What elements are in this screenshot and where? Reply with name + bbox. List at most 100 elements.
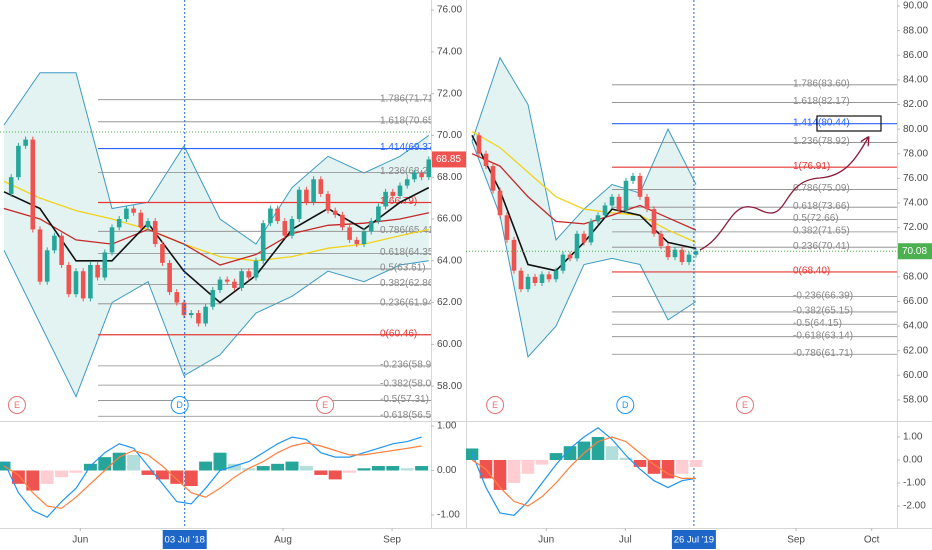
y-tick-label: 0.00 xyxy=(903,455,923,466)
y-tick-label: 84.00 xyxy=(903,75,928,86)
y-tick-label: -2.00 xyxy=(903,501,926,512)
candle xyxy=(518,270,524,290)
histogram-bar xyxy=(26,470,40,491)
y-tick-label: 0.00 xyxy=(437,465,457,476)
candle xyxy=(581,233,587,243)
fib-label: 1.414(69.37) xyxy=(380,142,437,153)
y-tick-label: 68.00 xyxy=(903,271,928,282)
candle xyxy=(672,249,678,258)
histogram-bar xyxy=(675,459,689,474)
candle xyxy=(623,180,629,211)
candle xyxy=(539,274,545,283)
highlight-box xyxy=(816,115,882,132)
candle xyxy=(239,271,244,288)
fib-label: -0.5(57.31) xyxy=(380,394,429,405)
candle xyxy=(588,221,594,243)
fib-label: 0.786(75.09) xyxy=(793,183,850,194)
histogram-bar xyxy=(535,459,549,465)
candle xyxy=(232,281,237,288)
crosshair-label: 26 Jul '19 xyxy=(674,535,714,546)
candle xyxy=(325,193,331,211)
candle xyxy=(390,191,396,196)
candle xyxy=(332,210,338,215)
y-tick-label: 76.00 xyxy=(437,5,462,16)
candle xyxy=(289,218,295,236)
candle xyxy=(138,212,144,228)
y-tick-label: 74.00 xyxy=(903,198,928,209)
histogram-bar xyxy=(271,463,285,471)
fib-label: 0.5(63.61) xyxy=(380,263,426,274)
event-marker xyxy=(316,396,335,414)
candle xyxy=(595,215,601,222)
fib-label: -0.618(56.56) xyxy=(380,410,440,421)
histogram-bar xyxy=(170,470,184,484)
event-label: E xyxy=(14,400,20,410)
y-tick-label: 60.00 xyxy=(437,339,462,350)
fib-label: -0.236(66.39) xyxy=(793,290,853,301)
bollinger-lower xyxy=(471,141,697,358)
event-label: E xyxy=(322,400,328,410)
y-tick-label: 72.00 xyxy=(903,222,928,233)
histogram-bar xyxy=(633,459,647,467)
histogram-bar xyxy=(242,468,256,471)
candle xyxy=(66,264,72,295)
candle xyxy=(658,233,664,247)
bollinger-upper xyxy=(3,72,430,245)
moving-average xyxy=(3,207,429,266)
last-price-box xyxy=(432,151,466,168)
fib-label: -0.382(65.15) xyxy=(793,306,853,317)
histogram-bar xyxy=(184,470,198,487)
histogram-bar xyxy=(507,459,521,484)
histogram-bar xyxy=(299,466,313,471)
x-tick-label: Jul xyxy=(619,535,632,546)
crosshair-box xyxy=(162,530,207,549)
fib-label: -0.618(63.14) xyxy=(793,330,853,341)
y-tick-label: 86.00 xyxy=(903,50,928,61)
y-tick-label: -1.00 xyxy=(437,510,460,521)
fib-label: 0(60.46) xyxy=(380,328,417,339)
fib-label: 0.618(73.66) xyxy=(793,201,850,212)
event-marker xyxy=(486,396,505,414)
fib-label: 1.786(83.60) xyxy=(793,78,850,89)
macd-line xyxy=(471,427,697,516)
histogram-bar xyxy=(605,446,619,460)
fib-label: 1(66.79) xyxy=(380,196,417,207)
event-label: E xyxy=(492,400,498,410)
fib-label: 1.236(78.92) xyxy=(793,136,850,147)
histogram-bar xyxy=(386,466,400,471)
fib-label: 1.236(68.23) xyxy=(380,166,437,177)
candle xyxy=(210,290,216,307)
histogram-bar xyxy=(256,466,270,471)
plot-area: 1.786(83.60) 1.618(82.17) 1.414(80.44) 1.23… xyxy=(466,56,897,359)
candle xyxy=(52,235,57,251)
candle xyxy=(152,221,158,245)
histogram-bar xyxy=(83,463,97,471)
candle xyxy=(497,190,503,216)
candle xyxy=(490,166,496,191)
histogram-bar xyxy=(40,470,54,484)
candle xyxy=(693,251,699,255)
fib-label: -0.786(61.71) xyxy=(793,348,853,359)
y-tick-label: 60.00 xyxy=(903,370,928,381)
candle xyxy=(102,252,108,278)
candle xyxy=(88,264,93,299)
candle xyxy=(275,208,280,222)
candle xyxy=(80,271,86,299)
histogram-bar xyxy=(591,436,605,460)
frame xyxy=(0,0,932,529)
y-tick-label: 1.00 xyxy=(903,432,923,443)
event-marker xyxy=(616,396,635,414)
histogram-bar xyxy=(647,459,661,474)
histogram-bar xyxy=(371,466,385,471)
histogram-bar xyxy=(328,470,342,480)
fib-label: 1.618(70.65) xyxy=(380,115,437,126)
histogram-bar xyxy=(285,461,299,471)
candle xyxy=(44,250,50,282)
histogram-bar xyxy=(227,463,241,471)
histogram-bar xyxy=(98,457,112,471)
candle xyxy=(181,302,187,316)
fib-label: 0.382(71.65) xyxy=(793,226,850,237)
candle xyxy=(188,313,194,316)
y-tick-label: 66.00 xyxy=(903,296,928,307)
candle xyxy=(318,179,324,194)
